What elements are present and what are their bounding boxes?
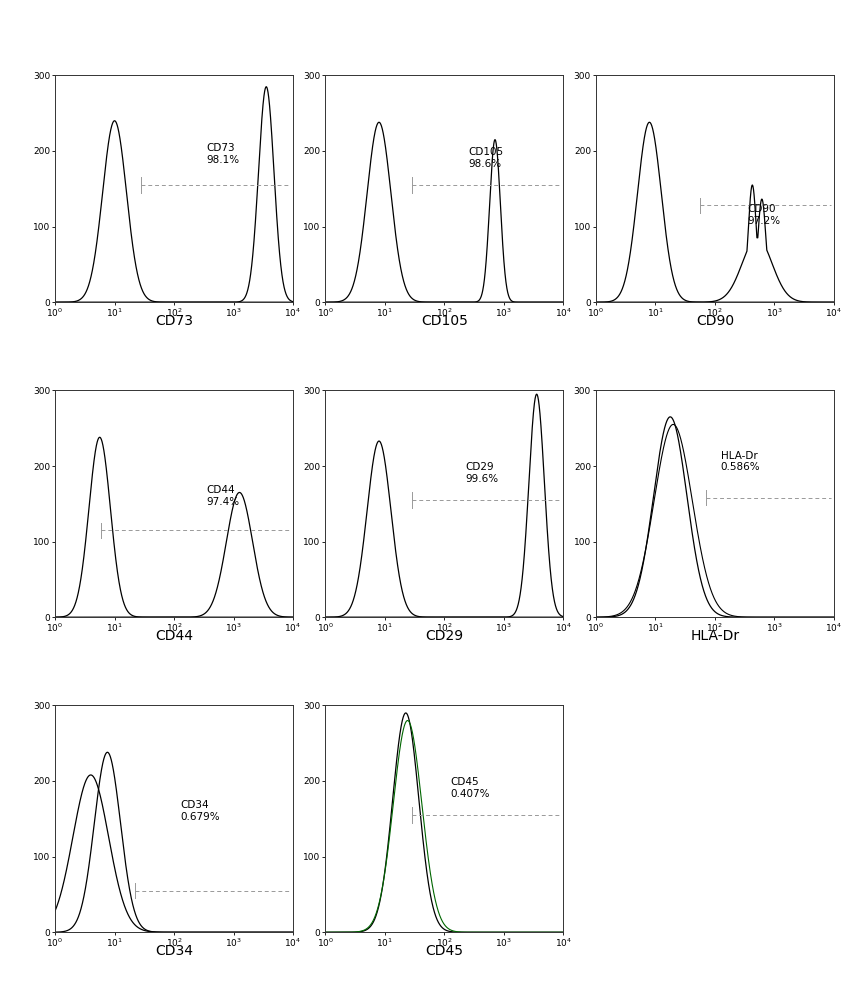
Text: HLA-Dr: HLA-Dr	[690, 629, 740, 643]
Text: CD105: CD105	[421, 314, 468, 328]
Text: CD45
0.407%: CD45 0.407%	[450, 777, 490, 799]
Text: CD45: CD45	[425, 944, 463, 958]
Text: CD34: CD34	[155, 944, 193, 958]
Text: CD90: CD90	[696, 314, 734, 328]
Text: CD73: CD73	[155, 314, 193, 328]
Text: CD44: CD44	[155, 629, 193, 643]
Text: CD105
98.6%: CD105 98.6%	[469, 147, 503, 169]
Text: CD73
98.1%: CD73 98.1%	[207, 143, 240, 165]
Text: CD90
97.2%: CD90 97.2%	[747, 204, 781, 226]
Text: CD44
97.4%: CD44 97.4%	[207, 485, 240, 507]
Text: CD34
0.679%: CD34 0.679%	[180, 800, 219, 822]
Text: CD29: CD29	[425, 629, 463, 643]
Text: CD29
99.6%: CD29 99.6%	[465, 462, 499, 484]
Text: HLA-Dr
0.586%: HLA-Dr 0.586%	[721, 451, 760, 472]
